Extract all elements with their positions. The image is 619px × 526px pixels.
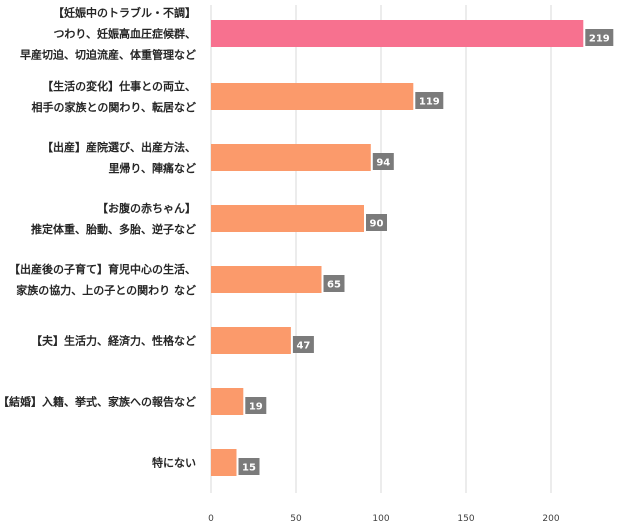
category-label: 家族の協力、上の子との関わり など <box>16 283 196 297</box>
gridlines <box>210 5 552 493</box>
x-tick-label: 200 <box>542 514 559 524</box>
x-tick-label: 150 <box>457 514 474 524</box>
category-labels: 【妊娠中のトラブル・不調】つわり、妊娠高血圧症候群、早産切迫、切迫流産、体重管理… <box>0 6 196 470</box>
value-label: 15 <box>242 463 256 474</box>
x-tick-label: 50 <box>290 514 302 524</box>
category-label: 早産切迫、切迫流産、体重管理など <box>20 48 196 62</box>
category-label: 【出産後の子育て】育児中心の生活、 <box>9 262 196 276</box>
value-label: 19 <box>249 402 263 413</box>
category-label: 【妊娠中のトラブル・不調】 <box>53 6 196 20</box>
bar <box>211 449 237 476</box>
value-label: 119 <box>419 97 440 108</box>
bar <box>211 205 364 232</box>
category-label: 相手の家族との関わり、転居など <box>32 100 196 114</box>
category-label: つわり、妊娠高血圧症候群、 <box>53 27 196 41</box>
bar <box>211 83 414 110</box>
x-tick-label: 100 <box>372 514 389 524</box>
value-label-box <box>292 336 314 353</box>
x-tick-label: 0 <box>208 514 214 524</box>
category-label: 里帰り、陣痛など <box>108 161 196 175</box>
value-label: 219 <box>589 34 610 45</box>
bar <box>211 388 244 415</box>
value-label-box <box>366 214 387 231</box>
category-label: 推定体重、胎動、多胎、逆子など <box>31 222 196 236</box>
value-label-box <box>245 397 267 414</box>
value-label: 47 <box>296 341 310 352</box>
x-axis-ticks: 0 50 100 150 200 <box>208 514 560 524</box>
value-label-box <box>415 92 444 109</box>
value-labels: 219 119 94 90 65 47 19 15 <box>238 29 614 475</box>
bars <box>211 20 584 476</box>
value-label-box <box>323 275 345 292</box>
value-label-box <box>238 458 260 475</box>
category-label: 【夫】生活力、経済力、性格など <box>31 334 196 348</box>
category-label: 【出産】産院選び、出産方法、 <box>42 140 196 154</box>
bar <box>211 20 584 47</box>
category-label: 【生活の変化】仕事との両立、 <box>42 79 196 93</box>
category-label: 【結婚】入籍、挙式、家族への報告など <box>0 395 196 409</box>
value-label: 94 <box>376 158 390 169</box>
bar <box>211 266 322 293</box>
category-label: 【お腹の赤ちゃん】 <box>97 201 196 215</box>
value-label-box <box>585 29 614 46</box>
category-label: 特にない <box>152 456 196 470</box>
bar <box>211 144 371 171</box>
value-label: 65 <box>327 280 341 291</box>
value-label-box <box>372 153 394 170</box>
value-label: 90 <box>370 219 384 230</box>
bar <box>211 327 291 354</box>
